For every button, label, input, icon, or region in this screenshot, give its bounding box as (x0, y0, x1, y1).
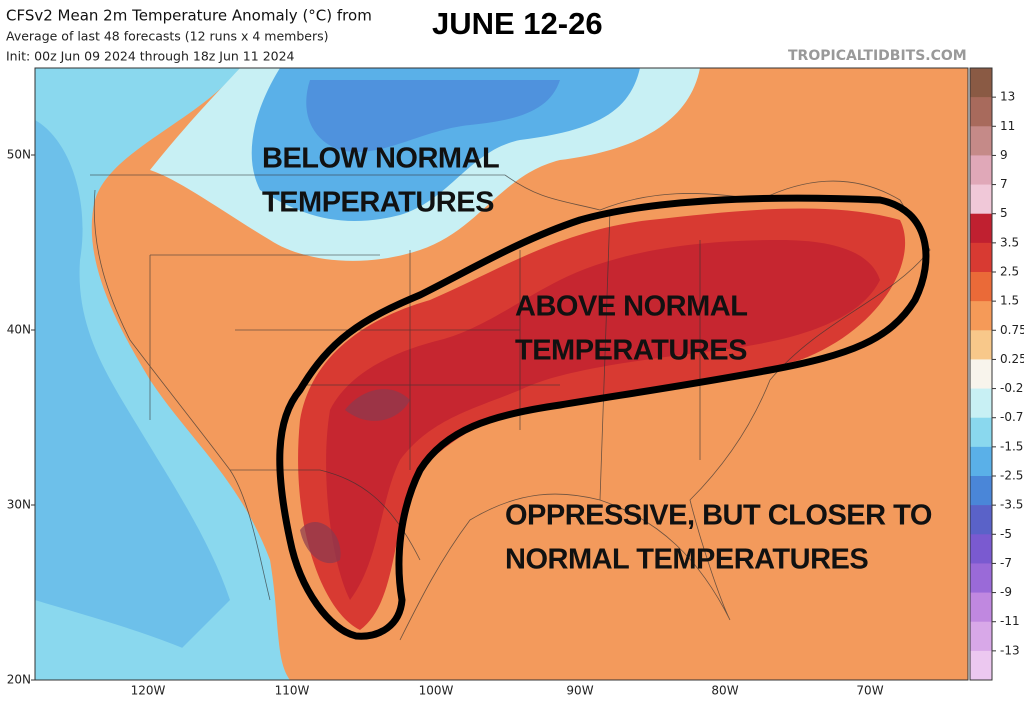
colorbar-segment (970, 446, 992, 477)
colorbar-segment (970, 650, 992, 681)
colorbar-label: -3.5 (1000, 498, 1023, 512)
colorbar-label: 11 (1000, 119, 1015, 133)
colorbar-segment (970, 184, 992, 215)
init-text: Init: 00z Jun 09 2024 through 18z Jun 11… (6, 49, 295, 64)
longitude-label: 100W (419, 684, 454, 698)
latitude-label: 30N (7, 498, 31, 512)
colorbar-label: 3.5 (1000, 235, 1019, 249)
title: CFSv2 Mean 2m Temperature Anomaly (°C) f… (6, 7, 372, 25)
credit: TROPICALTIDBITS.COM (788, 48, 967, 64)
subtitle: Average of last 48 forecasts (12 runs x … (6, 29, 328, 44)
colorbar-label: -7 (1000, 556, 1012, 570)
annotation: TEMPERATURES (262, 187, 494, 219)
outline-loop (276, 194, 930, 640)
colorbar-segment (970, 126, 992, 156)
longitude-label: 70W (856, 684, 883, 698)
latitude-label: 50N (7, 148, 31, 162)
colorbar-segment (970, 505, 992, 535)
map: BELOW NORMAL TEMPERATURES ABOVE NORMAL T… (35, 68, 968, 680)
latitude-label: 40N (7, 323, 31, 337)
colorbar-segment (970, 534, 992, 564)
colorbar-label: 0.25 (1000, 352, 1024, 366)
colorbar-label: -1.5 (1000, 439, 1023, 453)
colorbar-segment (970, 563, 992, 594)
colorbar-label: -0.25 (1000, 381, 1024, 395)
colorbar-segment (970, 68, 992, 98)
colorbar-segment (970, 272, 992, 302)
longitude-label: 120W (131, 684, 166, 698)
colorbar-frame (969, 67, 993, 681)
colorbar-label: -13 (1000, 643, 1020, 657)
colorbar-label: 1.5 (1000, 294, 1019, 308)
colorbar-segment (970, 592, 992, 623)
colorbar-segment (970, 621, 992, 652)
colorbar-segment (970, 330, 992, 360)
longitude-label: 80W (711, 684, 738, 698)
colorbar-segment (970, 417, 992, 448)
colorbar-segment (970, 301, 992, 331)
colorbar-label: -9 (1000, 585, 1012, 599)
annotation: OPPRESSIVE, BUT CLOSER TO (505, 500, 932, 532)
colorbar-label: -5 (1000, 527, 1012, 541)
latitude-label: 20N (7, 673, 31, 687)
colorbar-label: 2.5 (1000, 265, 1019, 279)
colorbar-label: 13 (1000, 90, 1015, 104)
colorbar-label: 7 (1000, 177, 1008, 191)
colorbar-segment (970, 388, 992, 419)
colorbar-segment (970, 359, 992, 390)
axes: 50N 40N 30N 20N 120W 110W 100W 90W 80W 70W (7, 148, 884, 698)
longitude-label: 110W (275, 684, 310, 698)
colorbar-label: 0.75 (1000, 323, 1024, 337)
colorbar-label: -2.5 (1000, 469, 1023, 483)
colorbar-label: -0.75 (1000, 410, 1024, 424)
colorbar-segment (970, 213, 992, 244)
colorbar-segment (970, 476, 992, 506)
colorbar: 13 11 9 7 5 3.5 2.5 1.5 0.75 0.25 -0.25 -0.75 -1.5 -2… (969, 67, 1024, 681)
colorbar-segment (970, 97, 992, 127)
longitude-label: 90W (566, 684, 593, 698)
date-range: JUNE 12-26 (432, 6, 603, 41)
colorbar-label: 5 (1000, 206, 1008, 220)
colorbar-label: -11 (1000, 614, 1020, 628)
annotation: NORMAL TEMPERATURES (505, 544, 868, 576)
annotation: TEMPERATURES (515, 335, 747, 367)
colorbar-label: 9 (1000, 148, 1008, 162)
map-frame (34, 67, 969, 681)
annotation: BELOW NORMAL (262, 143, 499, 175)
colorbar-segment (970, 155, 992, 186)
annotation: ABOVE NORMAL (515, 291, 747, 323)
colorbar-segment (970, 242, 992, 273)
